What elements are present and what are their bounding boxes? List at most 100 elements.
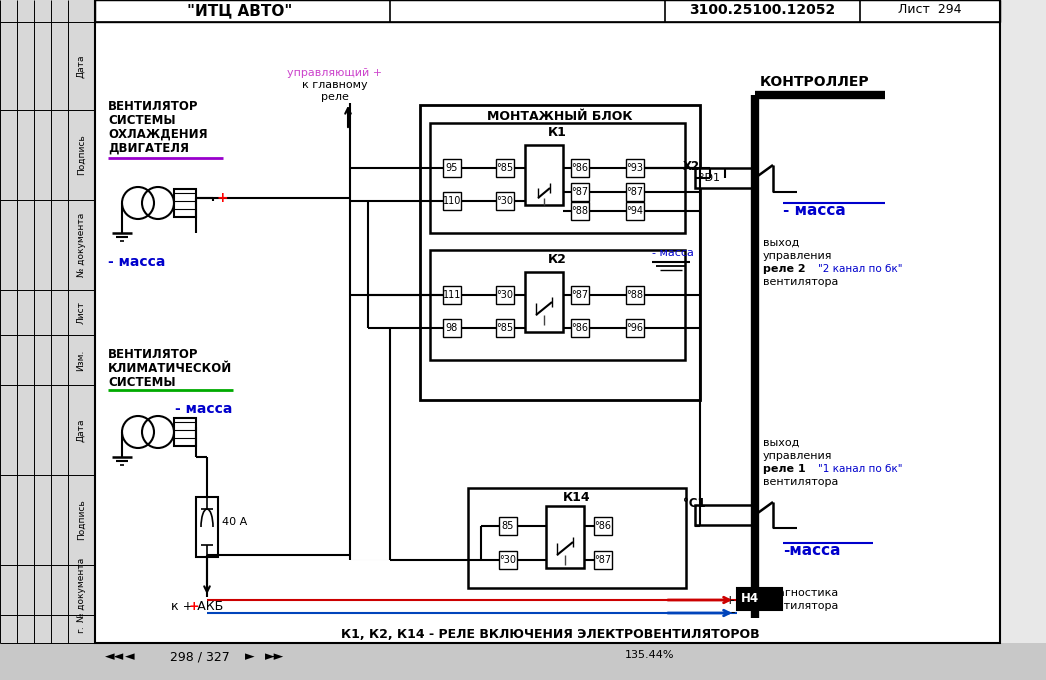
Bar: [95, 0, 1000, 22]
Text: 135.44%: 135.44%: [626, 650, 675, 660]
Text: +: +: [189, 600, 200, 613]
Text: - масса: - масса: [108, 255, 165, 269]
Bar: [444, 159, 461, 177]
Bar: [196, 497, 218, 557]
Text: № документа: № документа: [76, 558, 86, 622]
Text: °87: °87: [571, 187, 589, 197]
Text: X2: X2: [683, 160, 700, 173]
Text: вентилятора: вентилятора: [763, 277, 839, 287]
Text: °87: °87: [571, 290, 589, 300]
Bar: [626, 183, 644, 201]
Bar: [430, 250, 685, 360]
Bar: [594, 517, 612, 535]
Text: °94: °94: [627, 206, 643, 216]
Bar: [626, 286, 644, 304]
Text: Изм.: Изм.: [76, 350, 86, 371]
Text: 98: 98: [446, 323, 458, 333]
Bar: [95, 0, 1000, 643]
Text: °C1: °C1: [683, 497, 706, 510]
Text: - масса: - масса: [652, 248, 693, 258]
Text: 298 / 327: 298 / 327: [170, 650, 230, 663]
Text: °88: °88: [571, 206, 589, 216]
Text: ►: ►: [245, 650, 254, 663]
Text: "2 канал по бк": "2 канал по бк": [818, 264, 903, 274]
Text: +: +: [217, 191, 228, 205]
Bar: [468, 488, 686, 588]
Text: управления: управления: [763, 251, 833, 261]
Text: К14: К14: [563, 491, 591, 504]
Text: 40 А: 40 А: [222, 517, 247, 527]
Bar: [571, 202, 589, 220]
Bar: [626, 319, 644, 337]
Text: К2: К2: [548, 253, 567, 266]
Text: °30: °30: [497, 290, 514, 300]
Text: Лист  294: Лист 294: [899, 3, 961, 16]
Text: г.: г.: [76, 625, 86, 633]
Text: СИСТЕМЫ: СИСТЕМЫ: [108, 114, 176, 127]
Text: реле 2: реле 2: [763, 264, 805, 274]
Bar: [571, 319, 589, 337]
Bar: [695, 505, 755, 525]
Text: 110: 110: [442, 196, 461, 206]
Text: Подпись: Подпись: [76, 500, 86, 541]
Text: к + АКБ: к + АКБ: [170, 600, 223, 613]
Text: °85: °85: [497, 323, 514, 333]
Text: °85: °85: [497, 163, 514, 173]
Bar: [174, 189, 196, 217]
Text: управляющий +: управляющий +: [288, 68, 383, 78]
Text: °D1: °D1: [699, 173, 720, 183]
Text: Подпись: Подпись: [76, 135, 86, 175]
Bar: [571, 286, 589, 304]
Text: °86: °86: [594, 521, 612, 531]
Text: выход: выход: [763, 238, 799, 248]
Text: К1, К2, К14 - РЕЛЕ ВКЛЮЧЕНИЯ ЭЛЕКТРОВЕНТИЛЯТОРОВ: К1, К2, К14 - РЕЛЕ ВКЛЮЧЕНИЯ ЭЛЕКТРОВЕНТ…: [341, 628, 759, 641]
Text: выход: выход: [763, 438, 799, 448]
Text: ВЕНТИЛЯТОР: ВЕНТИЛЯТОР: [108, 348, 199, 361]
Bar: [594, 551, 612, 569]
Text: реле: реле: [321, 92, 349, 102]
Bar: [695, 168, 755, 188]
Bar: [430, 123, 685, 233]
Text: °86: °86: [571, 163, 589, 173]
Text: КОНТРОЛЛЕР: КОНТРОЛЛЕР: [760, 75, 870, 89]
Bar: [496, 319, 514, 337]
Text: МОНТАЖНЫЙ БЛОК: МОНТАЖНЫЙ БЛОК: [487, 110, 633, 123]
Text: управления: управления: [763, 451, 833, 461]
Bar: [444, 319, 461, 337]
Text: к главному: к главному: [302, 80, 368, 90]
Bar: [499, 517, 517, 535]
Bar: [496, 192, 514, 210]
Text: 111: 111: [442, 290, 461, 300]
Bar: [546, 506, 584, 568]
Bar: [444, 286, 461, 304]
Bar: [0, 0, 95, 643]
Text: ◄◄: ◄◄: [105, 650, 124, 663]
Bar: [496, 286, 514, 304]
Bar: [95, 0, 1000, 643]
Text: -масса: -масса: [783, 543, 841, 558]
Bar: [626, 159, 644, 177]
Bar: [571, 183, 589, 201]
Text: °93: °93: [627, 163, 643, 173]
Bar: [571, 159, 589, 177]
Text: К1: К1: [548, 126, 567, 139]
Text: - масса: - масса: [783, 203, 846, 218]
Text: ВЕНТИЛЯТОР: ВЕНТИЛЯТОР: [108, 100, 199, 113]
Text: Дата: Дата: [76, 418, 86, 442]
Text: "ИТЦ АВТО": "ИТЦ АВТО": [187, 3, 293, 18]
Text: реле 1: реле 1: [763, 464, 805, 474]
Text: СИСТЕМЫ: СИСТЕМЫ: [108, 376, 176, 389]
Bar: [174, 418, 196, 446]
Text: вентилятора: вентилятора: [763, 601, 839, 611]
Text: Дата: Дата: [76, 54, 86, 78]
Bar: [626, 202, 644, 220]
Text: 85: 85: [502, 521, 515, 531]
Text: °87: °87: [594, 555, 612, 565]
Text: °30: °30: [497, 196, 514, 206]
Text: ОХЛАЖДЕНИЯ: ОХЛАЖДЕНИЯ: [108, 128, 207, 141]
Text: Лист: Лист: [76, 301, 86, 324]
Text: ►►: ►►: [265, 650, 285, 663]
Bar: [737, 588, 782, 610]
Bar: [499, 551, 517, 569]
Text: "1 канал по бк": "1 канал по бк": [818, 464, 903, 474]
